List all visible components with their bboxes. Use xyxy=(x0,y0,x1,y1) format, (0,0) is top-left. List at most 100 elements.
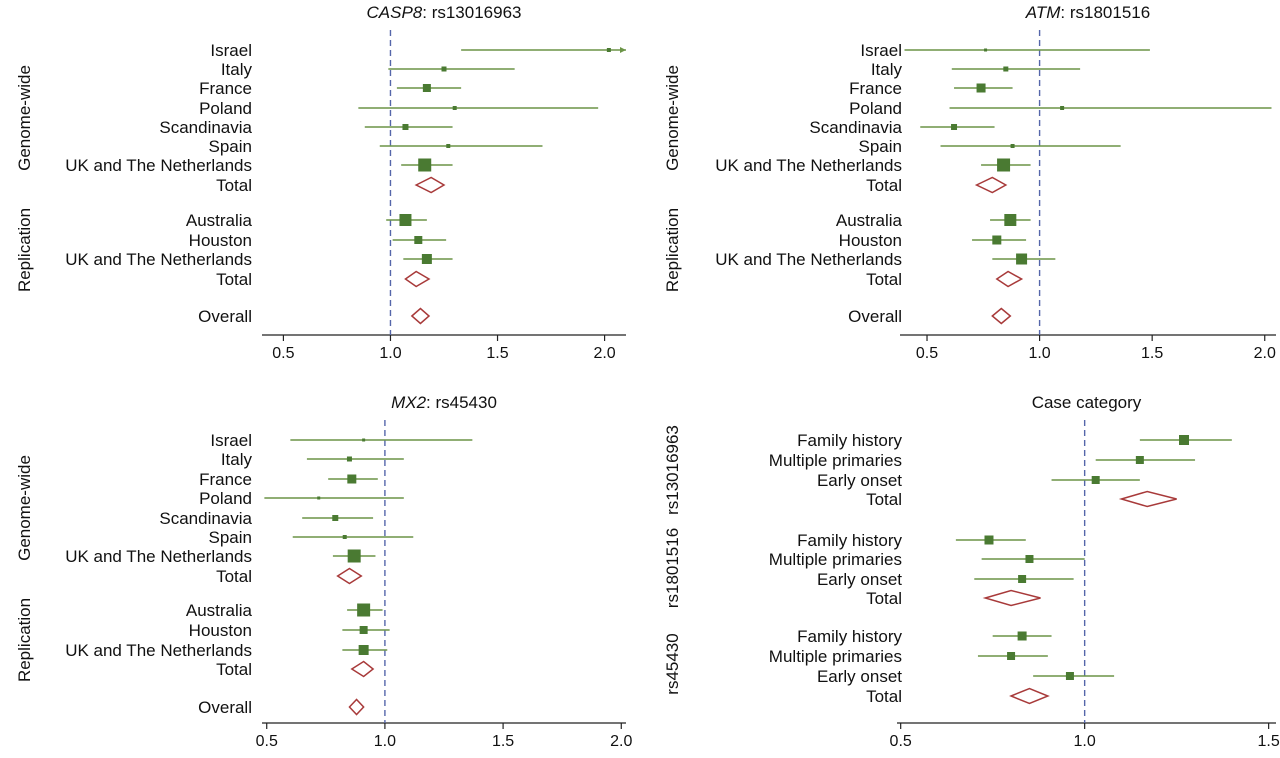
point-estimate xyxy=(399,214,412,226)
point-estimate xyxy=(402,124,409,130)
group-label: rs1801516 xyxy=(663,528,682,608)
point-estimate xyxy=(984,535,994,545)
title-gene: CASP8 xyxy=(367,3,423,22)
group-label: rs45430 xyxy=(663,633,682,694)
point-estimate xyxy=(342,535,347,539)
point-estimate xyxy=(1004,214,1017,226)
point-estimate xyxy=(414,236,423,244)
pooled-diamond xyxy=(995,270,1024,288)
group-label: Genome-wide xyxy=(663,65,682,171)
point-estimate xyxy=(362,438,366,442)
row-label: Total xyxy=(216,567,252,586)
row-label: Israel xyxy=(860,41,902,60)
x-tick-label: 0.5 xyxy=(890,733,912,750)
row-label: Total xyxy=(866,687,902,706)
row-label: Multiple primaries xyxy=(769,451,902,470)
point-estimate xyxy=(1179,435,1190,445)
row-label: Scandinavia xyxy=(159,118,252,137)
point-estimate xyxy=(1065,672,1074,680)
row-label: Italy xyxy=(221,450,253,469)
row-label: Total xyxy=(866,589,902,608)
x-tick-label: 1.0 xyxy=(1028,345,1050,362)
row-label: Israel xyxy=(210,431,252,450)
group-label: Genome-wide xyxy=(15,65,34,171)
title-snp: Case category xyxy=(1032,393,1142,412)
row-label: France xyxy=(849,79,902,98)
row-label: Total xyxy=(866,176,902,195)
row-label: Total xyxy=(216,270,252,289)
row-label: Overall xyxy=(198,307,252,326)
point-estimate xyxy=(317,496,321,500)
row-label: Family history xyxy=(797,531,902,550)
point-estimate xyxy=(446,144,451,148)
x-tick-label: 1.0 xyxy=(374,733,396,750)
title-snp: : rs45430 xyxy=(426,393,497,412)
x-tick-label: 1.0 xyxy=(1074,733,1096,750)
point-estimate xyxy=(1007,652,1016,660)
row-label: Early onset xyxy=(817,667,902,686)
x-tick-label: 0.5 xyxy=(916,345,938,362)
point-estimate xyxy=(1135,456,1144,464)
point-estimate xyxy=(452,106,457,110)
row-label: Australia xyxy=(836,211,903,230)
row-label: France xyxy=(199,79,252,98)
row-label: Scandinavia xyxy=(159,509,252,528)
x-tick-label: 2.0 xyxy=(1254,345,1276,362)
row-label: Houston xyxy=(839,231,902,250)
row-label: Spain xyxy=(859,137,902,156)
row-label: Total xyxy=(216,176,252,195)
row-label: Italy xyxy=(871,60,903,79)
pooled-diamond xyxy=(404,270,431,288)
point-estimate xyxy=(441,66,447,72)
row-label: UK and The Netherlands xyxy=(65,641,252,660)
row-label: Total xyxy=(216,660,252,679)
row-label: UK and The Netherlands xyxy=(715,250,902,269)
point-estimate xyxy=(421,254,432,264)
point-estimate xyxy=(359,626,368,634)
pooled-diamond xyxy=(1118,490,1177,508)
x-tick-label: 1.5 xyxy=(492,733,514,750)
x-tick-label: 2.0 xyxy=(610,733,632,750)
point-estimate xyxy=(984,48,988,52)
title-snp: : rs1801516 xyxy=(1060,3,1150,22)
row-label: Family history xyxy=(797,431,902,450)
title-gene: MX2 xyxy=(391,393,427,412)
group-label: rs13016963 xyxy=(663,425,682,515)
point-estimate xyxy=(976,83,986,93)
row-label: Multiple primaries xyxy=(769,550,902,569)
pooled-diamond xyxy=(336,567,363,585)
row-label: Overall xyxy=(848,307,902,326)
row-label: Poland xyxy=(199,489,252,508)
row-label: Overall xyxy=(198,698,252,717)
point-estimate xyxy=(346,456,352,462)
group-label: Replication xyxy=(663,208,682,292)
panel-title-3: MX2: rs45430 xyxy=(391,393,497,412)
row-label: Multiple primaries xyxy=(769,647,902,666)
pooled-diamond xyxy=(1009,687,1050,705)
row-label: Houston xyxy=(189,621,252,640)
row-label: Australia xyxy=(186,211,253,230)
ci-arrow xyxy=(620,47,626,53)
row-label: Total xyxy=(866,270,902,289)
point-estimate xyxy=(358,645,369,655)
row-label: Total xyxy=(866,490,902,509)
panel-title-1: CASP8: rs13016963 xyxy=(367,3,522,22)
row-label: Poland xyxy=(199,99,252,118)
pooled-diamond xyxy=(410,307,431,325)
x-tick-label: 1.5 xyxy=(486,345,508,362)
panel-title-4: Case category xyxy=(1032,393,1142,412)
row-label: Australia xyxy=(186,601,253,620)
row-label: UK and The Netherlands xyxy=(715,156,902,175)
point-estimate xyxy=(1003,66,1009,72)
point-estimate xyxy=(1017,631,1027,641)
title-gene: ATM xyxy=(1025,3,1061,22)
point-estimate xyxy=(1010,144,1015,148)
group-label: Genome-wide xyxy=(15,455,34,561)
title-snp: : rs13016963 xyxy=(422,3,521,22)
pooled-diamond xyxy=(414,176,446,194)
x-tick-label: 0.5 xyxy=(272,345,294,362)
x-tick-label: 1.0 xyxy=(379,345,401,362)
row-label: Spain xyxy=(209,137,252,156)
